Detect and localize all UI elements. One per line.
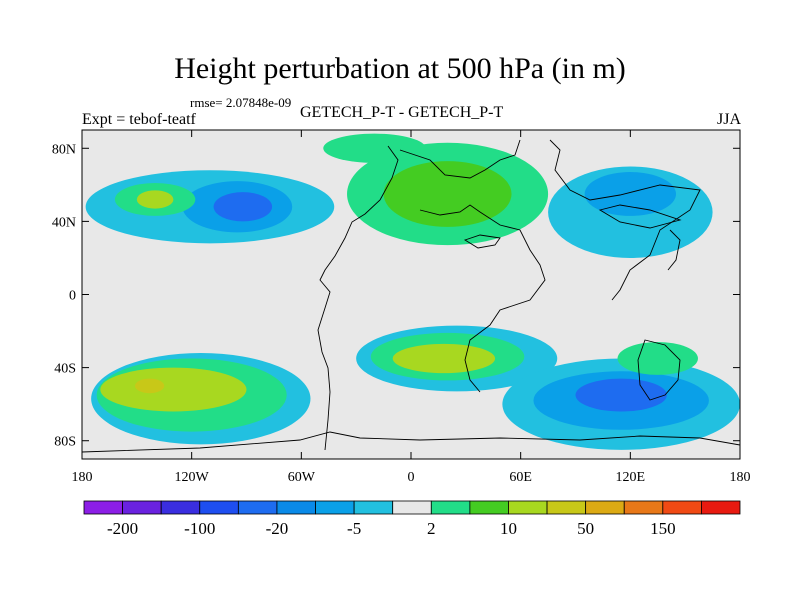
colorbar-box — [315, 500, 355, 515]
colorbar-box — [623, 500, 664, 515]
colorbar-box — [160, 500, 201, 515]
coastline-australia — [637, 339, 681, 401]
contour-region-north-pacific-deep — [213, 192, 273, 222]
x-tick-label: 120E — [616, 470, 646, 485]
colorbar-box — [199, 500, 239, 515]
coastline-asia — [549, 139, 701, 301]
colorbar-label: -100 — [184, 519, 215, 538]
experiment-label: Expt = tebof-teatf — [82, 111, 196, 128]
x-tick-label: 60W — [288, 470, 316, 485]
x-tick-label: 120W — [175, 470, 210, 485]
colorbar-box — [585, 500, 625, 515]
contour-region-australia-green — [617, 342, 698, 375]
coastline-east-asia-loop — [598, 204, 682, 229]
colorbar-box — [353, 500, 394, 515]
chart-title: Height perturbation at 500 hPa (in m) — [174, 52, 626, 85]
colorbar-box — [276, 500, 316, 515]
y-tick-label: 80N — [52, 142, 76, 157]
colorbar-box — [662, 500, 702, 515]
colorbar-box — [392, 500, 432, 515]
coastline-mediterranean — [463, 234, 501, 249]
y-tick-label: 0 — [69, 289, 76, 304]
y-tick-label: 40N — [52, 215, 76, 230]
colorbar-box — [469, 500, 509, 515]
x-tick-label: 180 — [72, 470, 93, 485]
coastline-north-america — [317, 145, 399, 451]
contour-region-south-pacific-anomaly-peak — [135, 378, 165, 394]
colorbar-box — [122, 500, 162, 515]
colorbar-box — [237, 500, 278, 515]
colorbar-label: 50 — [577, 519, 594, 538]
y-tick-label: 80S — [54, 435, 76, 450]
colorbar-box — [430, 500, 471, 515]
colorbar-label: 10 — [500, 519, 517, 538]
contour-region-siberia-mid — [584, 172, 677, 216]
contour-region-eurasia-core — [383, 161, 512, 227]
x-tick-label: 180 — [730, 470, 751, 485]
colorbar-box — [83, 500, 123, 515]
coastline-japan — [667, 229, 681, 271]
colorbar-box — [508, 500, 548, 515]
coastline-europe-africa — [419, 204, 546, 393]
contour-region-south-pacific-anomaly-core — [100, 367, 247, 412]
contour-region-arctic-green — [323, 133, 426, 163]
coastline-antarctica — [82, 431, 740, 453]
center-label: GETECH_P-T - GETECH_P-T — [300, 104, 504, 121]
y-tick-label: 40S — [54, 362, 76, 377]
contour-region-southern-indian-deep — [575, 378, 667, 412]
rmse-label: rmse= 2.07848e-09 — [190, 95, 292, 110]
coastline-greenland — [399, 139, 521, 179]
colorbar-box — [546, 500, 587, 515]
colorbar-label: 150 — [650, 519, 676, 538]
contour-region-north-pacific-yellow — [136, 190, 174, 209]
x-tick-label: 0 — [408, 470, 415, 485]
contour-region-africa-anomaly-core — [392, 343, 496, 374]
x-tick-label: 60E — [509, 470, 532, 485]
season-label: JJA — [716, 111, 741, 128]
colorbar-label: 2 — [427, 519, 436, 538]
colorbar-label: -20 — [266, 519, 289, 538]
colorbar-label: -200 — [107, 519, 138, 538]
colorbar-box — [701, 500, 741, 515]
colorbar-label: -5 — [347, 519, 361, 538]
